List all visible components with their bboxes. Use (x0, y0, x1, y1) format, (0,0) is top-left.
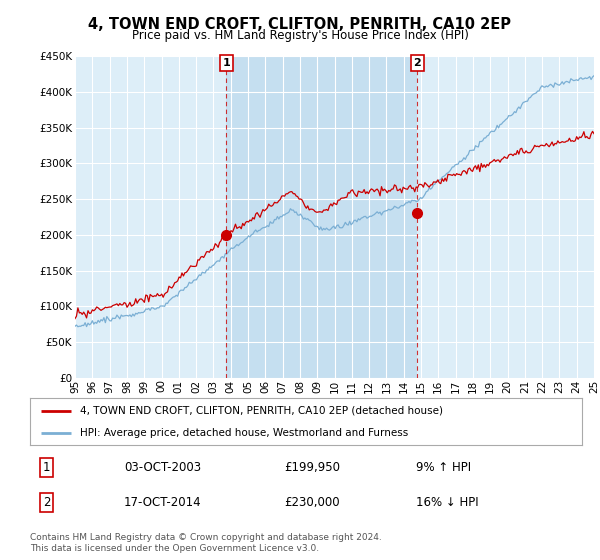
Text: 9% ↑ HPI: 9% ↑ HPI (416, 461, 472, 474)
Text: Price paid vs. HM Land Registry's House Price Index (HPI): Price paid vs. HM Land Registry's House … (131, 29, 469, 42)
Text: Contains HM Land Registry data © Crown copyright and database right 2024.: Contains HM Land Registry data © Crown c… (30, 533, 382, 542)
Text: 16% ↓ HPI: 16% ↓ HPI (416, 496, 479, 509)
Text: 1: 1 (223, 58, 230, 68)
Text: 17-OCT-2014: 17-OCT-2014 (124, 496, 202, 509)
Text: 1: 1 (43, 461, 50, 474)
Text: £230,000: £230,000 (284, 496, 340, 509)
Bar (226, 56, 418, 378)
Text: This data is licensed under the Open Government Licence v3.0.: This data is licensed under the Open Gov… (30, 544, 319, 553)
Text: 03-OCT-2003: 03-OCT-2003 (124, 461, 201, 474)
Text: £199,950: £199,950 (284, 461, 340, 474)
Text: 4, TOWN END CROFT, CLIFTON, PENRITH, CA10 2EP: 4, TOWN END CROFT, CLIFTON, PENRITH, CA1… (89, 17, 511, 32)
Text: 4, TOWN END CROFT, CLIFTON, PENRITH, CA10 2EP (detached house): 4, TOWN END CROFT, CLIFTON, PENRITH, CA1… (80, 406, 443, 416)
Text: HPI: Average price, detached house, Westmorland and Furness: HPI: Average price, detached house, West… (80, 428, 408, 438)
Text: 2: 2 (413, 58, 421, 68)
Text: 2: 2 (43, 496, 50, 509)
